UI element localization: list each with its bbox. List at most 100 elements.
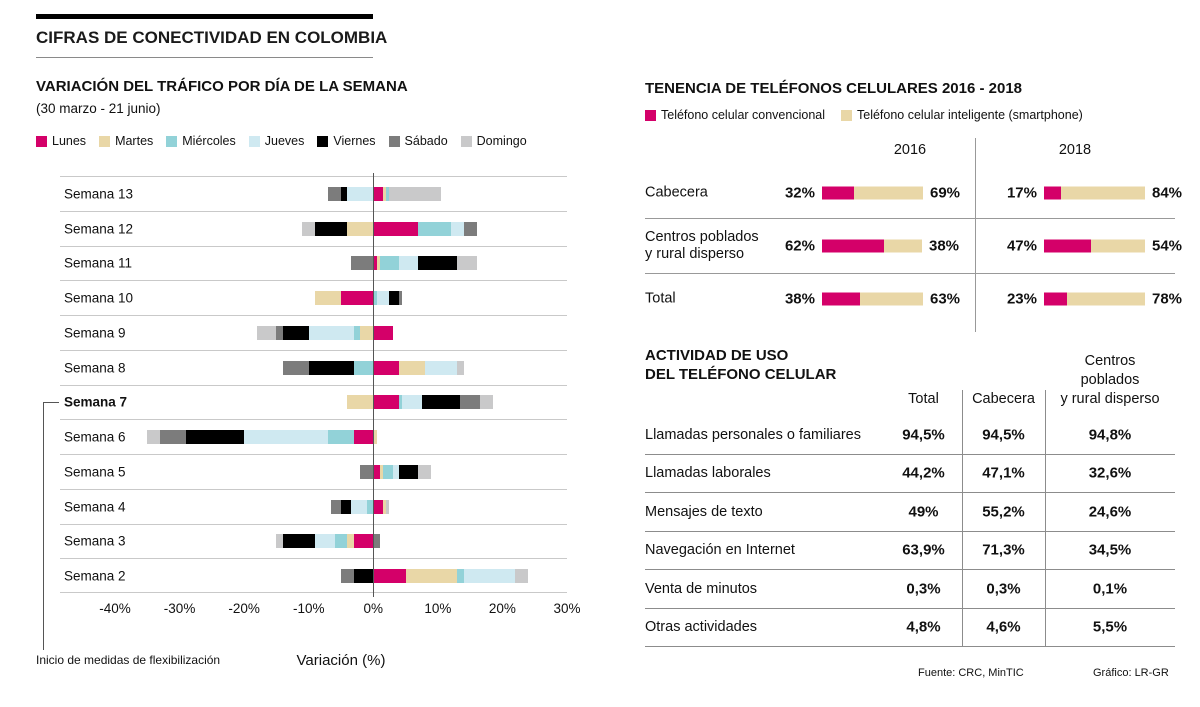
- traffic-week-row: Semana 2: [60, 558, 567, 593]
- annotation-text: Inicio de medidas de flexibilización: [36, 653, 221, 667]
- phone-row-label: Total: [645, 290, 676, 307]
- bar-segment-Sábado: [331, 499, 341, 514]
- bar-segment-Domingo: [515, 568, 529, 583]
- bar-segment-Viernes: [315, 221, 348, 236]
- bar-segment-Viernes: [399, 464, 419, 479]
- legend-label: Teléfono celular convencional: [661, 108, 825, 122]
- phone-conventional-value: 62%: [784, 237, 815, 255]
- bar-segment-Sábado: [360, 464, 374, 479]
- activity-row: Mensajes de texto 49% 55,2% 24,6%: [645, 493, 1175, 532]
- bar-segment-Martes: [347, 395, 374, 410]
- page-title: CIFRAS DE CONECTIVIDAD EN COLOMBIA: [36, 28, 388, 47]
- bar-segment-Viernes: [353, 568, 374, 583]
- bar-segment-Jueves: [463, 568, 516, 583]
- bar-segment-Miércoles: [334, 534, 348, 549]
- activity-row-label: Navegación en Internet: [645, 542, 795, 559]
- bar-segment-Martes: [360, 325, 374, 340]
- traffic-row-label: Semana 7: [64, 394, 128, 410]
- activity-value: 71,3%: [982, 541, 1025, 559]
- activity-column-divider-1: [962, 390, 963, 647]
- legend-label: Viernes: [333, 134, 376, 148]
- traffic-row-label: Semana 11: [64, 255, 133, 271]
- traffic-week-row: Semana 8: [60, 349, 567, 385]
- bar-segment-Miércoles: [353, 360, 374, 375]
- bar-segment-Domingo: [386, 499, 390, 514]
- phone-row: Centros poblados y rural disperso 62% 38% 47…: [645, 219, 1182, 274]
- legend-label: Jueves: [264, 134, 305, 148]
- bar-segment-Lunes: [373, 325, 393, 340]
- traffic-row-label: Semana 3: [64, 533, 126, 549]
- bar-segment-Lunes: [373, 395, 400, 410]
- traffic-row-label: Semana 10: [64, 290, 134, 306]
- bar-segment-Lunes: [373, 464, 380, 479]
- bar-segment-Miércoles: [328, 430, 354, 445]
- bar-segment-smartphone: [860, 292, 923, 306]
- traffic-week-row: Semana 11: [60, 245, 567, 281]
- header-rule: [36, 14, 373, 19]
- bar-segment-Sábado: [460, 395, 480, 410]
- bar-segment-Sábado: [160, 430, 187, 445]
- activity-value: 94,8%: [1088, 426, 1132, 444]
- bar-segment-Viernes: [186, 430, 245, 445]
- annotation-bracket-vertical: [43, 402, 44, 650]
- legend-swatch-Sábado: [388, 135, 400, 147]
- legend-item-phone: Teléfono celular convencional: [645, 108, 825, 122]
- legend-item-Miércoles: Miércoles: [166, 134, 236, 148]
- legend-label: Teléfono celular inteligente (smartphone…: [857, 108, 1083, 122]
- legend-label: Miércoles: [182, 134, 236, 148]
- traffic-row-label: Semana 2: [64, 568, 126, 584]
- traffic-legend: Lunes Martes Miércoles Jueves Viernes Sábado D…: [36, 134, 527, 148]
- activity-value: 63,9%: [902, 541, 945, 559]
- legend-swatch-phone: [841, 109, 852, 121]
- year-header-2016: 2016: [893, 142, 927, 158]
- legend-swatch-Viernes: [317, 135, 329, 147]
- activity-row: Llamadas personales o familiares 94,5% 94,…: [645, 416, 1175, 455]
- phone-smartphone-value: 69%: [930, 184, 961, 202]
- activity-value: 4,6%: [986, 618, 1021, 636]
- x-tick: 0%: [363, 601, 384, 616]
- bar-segment-Miércoles: [382, 464, 393, 479]
- bar-segment-Miércoles: [457, 568, 464, 583]
- activity-value: 4,8%: [906, 618, 941, 636]
- activity-title-line1: ACTIVIDAD DE USO: [645, 347, 789, 364]
- bar-segment-Miércoles: [373, 291, 377, 306]
- x-tick: -10%: [292, 601, 325, 616]
- bar-segment-smartphone: [1061, 186, 1145, 200]
- activity-value: 5,5%: [1092, 618, 1128, 636]
- bar-segment-Martes: [347, 221, 374, 236]
- phone-smartphone-value: 38%: [929, 237, 960, 255]
- traffic-week-row: Semana 13: [60, 176, 567, 211]
- phone-conventional-value: 17%: [1006, 184, 1037, 202]
- activity-value: 0,3%: [986, 580, 1021, 598]
- activity-title: ACTIVIDAD DE USO DEL TELÉFONO CELULAR: [645, 346, 836, 384]
- legend-swatch-phone: [645, 109, 656, 121]
- annotation-bracket-horizontal: [43, 402, 59, 403]
- bar-segment-Lunes: [373, 186, 383, 201]
- x-tick: -20%: [228, 601, 260, 616]
- legend-item-phone: Teléfono celular inteligente (smartphone…: [841, 108, 1083, 122]
- phone-bar: [1044, 239, 1145, 253]
- bar-segment-Jueves: [376, 291, 390, 306]
- bar-segment-Martes: [379, 464, 383, 479]
- activity-row-label: Otras actividades: [645, 619, 758, 636]
- legend-label: Sábado: [404, 134, 448, 148]
- bar-segment-Lunes: [373, 360, 400, 375]
- activity-value: 0,1%: [1092, 580, 1128, 598]
- x-tick: -40%: [99, 601, 131, 616]
- activity-value: 94,5%: [982, 426, 1025, 444]
- phone-bar: [822, 186, 923, 200]
- bar-segment-Jueves: [450, 221, 464, 236]
- bar-segment-Domingo: [257, 325, 277, 340]
- phone-conventional-value: 23%: [1006, 290, 1037, 308]
- bar-segment-Jueves: [399, 256, 419, 271]
- phone-smartphone-value: 54%: [1152, 237, 1183, 255]
- bar-segment-Viernes: [418, 256, 458, 271]
- bar-segment-Sábado: [341, 568, 354, 583]
- phone-conventional-value: 32%: [784, 184, 815, 202]
- phone-bar: [822, 239, 922, 253]
- activity-col-headers: Total Cabecera Centros poblados y rural disp…: [885, 352, 1175, 409]
- bar-segment-Domingo: [147, 430, 161, 445]
- legend-item-Sábado: Sábado: [388, 134, 448, 148]
- activity-col-header: Total: [908, 391, 939, 407]
- bar-segment-Jueves: [315, 534, 335, 549]
